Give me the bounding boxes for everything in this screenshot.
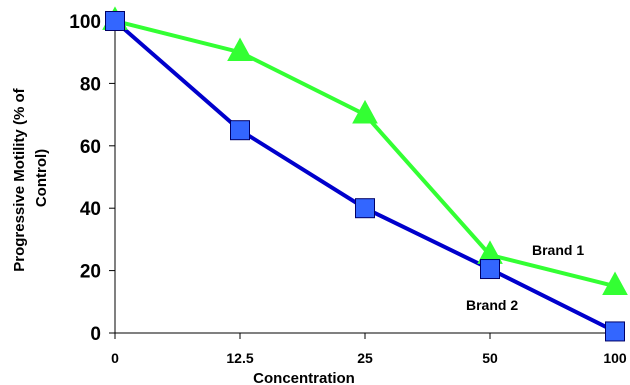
- y-tick-label-20: 20: [80, 262, 101, 283]
- marker-brand-2-100: [605, 321, 625, 342]
- marker-brand-2-50: [480, 259, 500, 280]
- y-tick-label-0: 0: [90, 324, 101, 345]
- x-tick-label-50: 50: [482, 350, 498, 366]
- axes: [114, 21, 615, 334]
- marker-brand-1-25: [352, 99, 378, 124]
- series-lines: [113, 19, 616, 334]
- marker-brand-2-25: [355, 198, 375, 219]
- y-tick-label-100: 100: [69, 12, 101, 33]
- y-ticks: 0 20 40 60 80 100: [69, 12, 115, 345]
- y-axis-label-line-1: Progressive Motility (% of: [11, 87, 28, 271]
- x-tick-label-12.5: 12.5: [226, 350, 253, 366]
- series-label-brand-2: Brand 2: [466, 297, 518, 313]
- marker-brand-2-0: [105, 11, 125, 31]
- marker-brand-1-100: [602, 271, 628, 296]
- x-ticks: 0 12.5 25 50 100: [111, 333, 627, 366]
- y-axis-label-line-2: Control): [33, 149, 50, 207]
- y-tick-label-60: 60: [80, 137, 101, 158]
- x-tick-label-0: 0: [111, 350, 119, 366]
- series-markers: [102, 6, 628, 342]
- marker-brand-2-12.5: [230, 120, 250, 141]
- x-axis-label: Concentration: [253, 370, 355, 385]
- series-line-brand-2: [113, 19, 616, 334]
- y-tick-label-40: 40: [80, 199, 101, 220]
- series-label-brand-1: Brand 1: [532, 242, 584, 258]
- x-tick-label-25: 25: [357, 350, 373, 366]
- y-axis-label: Progressive Motility (% of Control): [11, 84, 50, 272]
- y-tick-label-80: 80: [80, 74, 101, 95]
- marker-brand-1-12.5: [227, 37, 253, 62]
- x-tick-label-100: 100: [603, 350, 627, 366]
